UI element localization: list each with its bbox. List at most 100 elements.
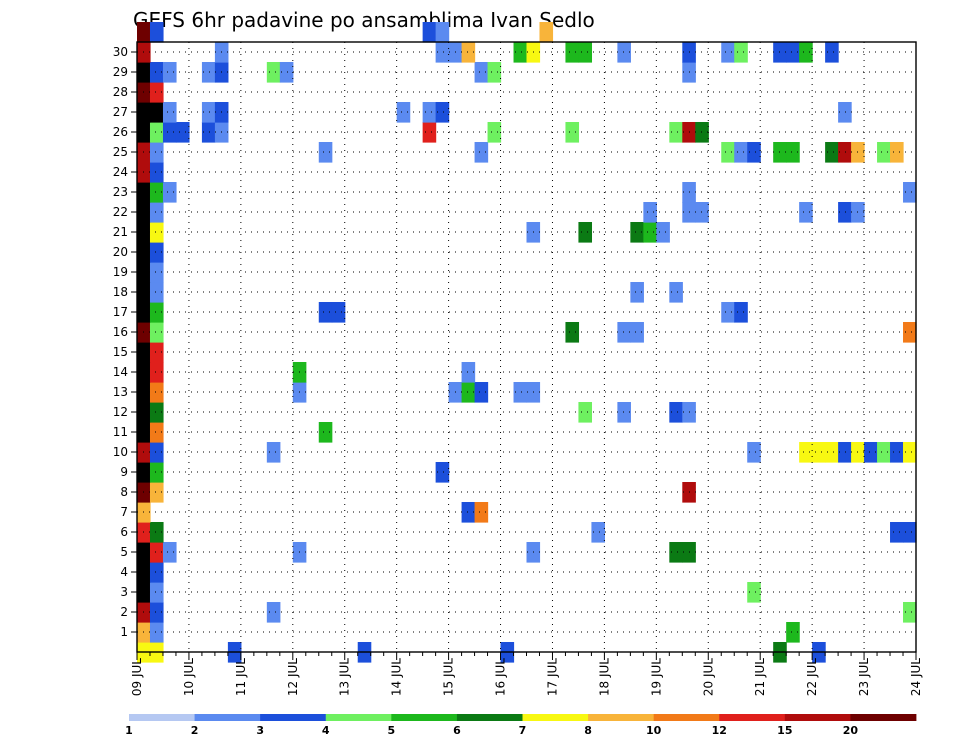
heatmap-cell [799, 42, 813, 63]
legend-swatch [522, 714, 589, 721]
heatmap-cell [149, 382, 164, 403]
y-tick-label: 20 [113, 245, 128, 259]
heatmap-cell [825, 142, 839, 163]
y-tick-label: 30 [113, 45, 128, 59]
heatmap-cell [149, 262, 164, 283]
heatmap-cell [149, 462, 164, 483]
heatmap-cell [474, 382, 489, 403]
x-tick-label: 23 JUL [857, 658, 871, 696]
heatmap-cell [903, 322, 917, 343]
heatmap-cell [435, 462, 450, 483]
heatmap-cell [539, 22, 554, 43]
y-tick-label: 5 [120, 545, 128, 559]
legend-swatch [588, 714, 655, 721]
heatmap-cell [734, 42, 748, 63]
x-tick-label: 09 JUL [130, 658, 144, 696]
heatmap-cell [396, 102, 411, 123]
heatmap-cell [149, 442, 164, 463]
heatmap-cell [734, 302, 748, 323]
heatmap-cell [838, 102, 852, 123]
heatmap-cell [617, 402, 631, 423]
heatmap-cell [669, 122, 683, 143]
heatmap-cell [474, 502, 489, 523]
y-tick-label: 1 [120, 625, 128, 639]
heatmap-cell [695, 202, 709, 223]
y-tick-label: 27 [113, 105, 128, 119]
heatmap-cell [422, 22, 437, 43]
y-tick-label: 6 [120, 525, 128, 539]
y-tick-label: 8 [120, 485, 128, 499]
y-tick-label: 15 [113, 345, 128, 359]
y-tick-label: 11 [113, 425, 128, 439]
heatmap-cell [266, 442, 281, 463]
heatmap-cell [201, 102, 216, 123]
y-tick-label: 7 [120, 505, 128, 519]
heatmap-cell [617, 322, 631, 343]
heatmap-cell [461, 382, 476, 403]
heatmap-cell [149, 122, 164, 143]
heatmap-cell [149, 142, 164, 163]
x-tick-label: 12 JUL [286, 658, 300, 696]
heatmap-cell [149, 202, 164, 223]
x-tick-label: 24 JUL [909, 658, 923, 696]
legend-label: 5 [388, 724, 396, 737]
heatmap-cell [149, 222, 164, 243]
heatmap-cell [149, 362, 164, 383]
heatmap-cell [149, 562, 164, 583]
x-tick-label: 17 JUL [545, 658, 559, 696]
heatmap-cell [630, 322, 644, 343]
heatmap-cell [149, 102, 164, 123]
heatmap-cell [474, 62, 489, 83]
heatmap-cell [331, 302, 346, 323]
heatmap-cell [877, 442, 891, 463]
heatmap-cell [786, 142, 800, 163]
heatmap-cell [162, 182, 177, 203]
heatmap-cell [747, 582, 761, 603]
heatmap-cell [149, 82, 164, 103]
heatmap-cell [149, 302, 164, 323]
heatmap-cell [786, 622, 800, 643]
y-tick-label: 26 [113, 125, 128, 139]
x-tick-label: 11 JUL [234, 658, 248, 696]
heatmap-cell [578, 222, 593, 243]
y-tick-label: 22 [113, 205, 128, 219]
heatmap-cell [578, 42, 593, 63]
heatmap-cell [474, 142, 489, 163]
heatmap-cell [149, 482, 164, 503]
heatmap-cell [149, 22, 164, 43]
x-tick-label: 13 JUL [338, 658, 352, 696]
heatmap-cell [799, 202, 813, 223]
legend-label: 20 [843, 724, 859, 737]
heatmap-cell [630, 282, 644, 303]
heatmap-cell [149, 582, 164, 603]
heatmap-cell [903, 602, 917, 623]
heatmap-cell [721, 302, 735, 323]
heatmap-cell [656, 222, 670, 243]
x-tick-label: 18 JUL [597, 658, 611, 696]
heatmap-cell [890, 442, 904, 463]
heatmap-cell [825, 442, 839, 463]
heatmap-cell [149, 182, 164, 203]
heatmap-cell [318, 142, 333, 163]
heatmap-cell [149, 282, 164, 303]
heatmap-cell [695, 122, 709, 143]
legend-label: 4 [322, 724, 330, 737]
heatmap-cell [422, 122, 437, 143]
legend-swatch [129, 714, 195, 721]
cells-layer [137, 22, 917, 663]
heatmap-cell [318, 422, 333, 443]
y-tick-label: 28 [113, 85, 128, 99]
heatmap-cell [318, 302, 333, 323]
color-legend: 1 2 3 4 5 6 7 8 10 12 15 20 [125, 714, 917, 737]
heatmap-cell [747, 142, 761, 163]
heatmap-cell [903, 442, 917, 463]
y-tick-label: 16 [113, 325, 128, 339]
x-tick-label: 22 JUL [805, 658, 819, 696]
heatmap-cell [877, 142, 891, 163]
legend-swatch [456, 714, 523, 721]
heatmap-cell [513, 382, 528, 403]
x-tick-label: 21 JUL [753, 658, 767, 696]
x-tick-label: 19 JUL [649, 658, 663, 696]
legend-label: 6 [453, 724, 461, 737]
